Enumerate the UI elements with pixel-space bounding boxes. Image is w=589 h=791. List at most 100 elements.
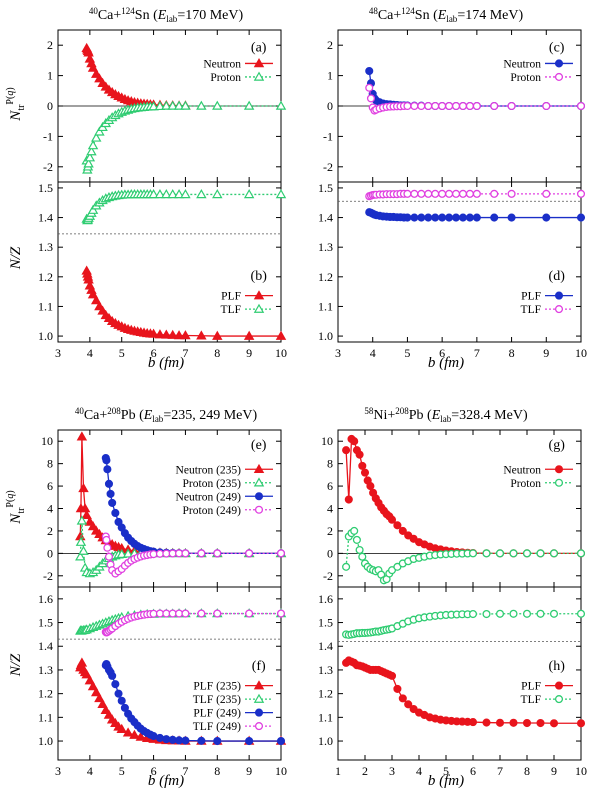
data-point (275, 330, 287, 340)
legend-marker (554, 72, 564, 81)
x-tick-label: 9 (543, 346, 549, 360)
data-point (161, 100, 172, 110)
data-point (358, 552, 367, 561)
data-point (387, 671, 397, 680)
legend-marker (554, 465, 564, 474)
title-panel-g: 58Ni+208Pb (Elab=328.4 MeV) (364, 406, 528, 424)
data-point (245, 549, 254, 558)
data-point (350, 437, 359, 446)
data-point (84, 675, 96, 685)
x-tick-label: 7 (182, 346, 188, 360)
data-point (355, 450, 364, 459)
ylabel-nz-bottom: N/Z (8, 653, 24, 677)
legend-marker (254, 722, 264, 731)
x-tick-label: 5 (443, 764, 449, 778)
x-tick-label: 6 (151, 346, 157, 360)
data-point (154, 100, 166, 111)
data-point (276, 736, 286, 746)
plot-frame (57, 586, 282, 761)
data-point (78, 482, 89, 493)
data-point (155, 733, 164, 743)
x-tick-label: 10 (275, 346, 287, 360)
panel-c: -2 -1 0 1 2 (c) Neutron Proton (323, 29, 586, 183)
data-point (403, 101, 412, 111)
data-point (472, 189, 481, 198)
legend-marker (253, 71, 265, 81)
data-point (468, 549, 478, 558)
legend-label: Neutron (235) (176, 464, 242, 476)
data-point (495, 718, 505, 727)
data-point (116, 548, 127, 559)
data-point (212, 189, 223, 199)
x-tick-label: 8 (509, 346, 515, 360)
data-point (482, 609, 491, 619)
y-tick-label: 1.5 (38, 181, 53, 195)
y-tick-label: 1.2 (318, 687, 333, 701)
data-point (197, 736, 206, 745)
x-tick-label: 4 (87, 764, 93, 778)
legend-label: Proton (249) (183, 505, 242, 517)
data-point (490, 189, 499, 198)
legend-marker (554, 681, 564, 690)
y-tick-label: 2 (47, 524, 53, 538)
data-point (495, 549, 505, 558)
x-tick-label: 7 (497, 764, 503, 778)
data-point (355, 545, 364, 555)
data-point (409, 704, 418, 714)
y-tick-label: -2 (323, 569, 333, 583)
data-point (536, 609, 545, 618)
series-g-1 (342, 526, 586, 585)
data-point (245, 736, 254, 746)
data-point (197, 549, 206, 558)
data-point (116, 723, 127, 733)
data-point (438, 101, 447, 111)
data-point (111, 680, 120, 689)
y-tick-label: 2 (327, 524, 333, 538)
y-tick-label: 1.1 (318, 710, 333, 724)
y-tick-label: 1.5 (318, 181, 333, 195)
x-tick-label: 3 (55, 346, 61, 360)
data-point (352, 535, 361, 544)
xlabel-bottom-left: b (fm) (148, 773, 184, 789)
x-tick-label: 5 (119, 346, 125, 360)
data-point (75, 551, 86, 561)
data-point (365, 83, 374, 92)
series-a-1 (81, 100, 287, 174)
data-point (472, 213, 481, 222)
data-point (243, 100, 255, 110)
data-point (196, 100, 207, 110)
series-c-1 (365, 83, 586, 115)
data-point (180, 100, 191, 110)
panel-label: (e) (251, 438, 267, 453)
data-point (404, 700, 413, 709)
data-point (472, 101, 481, 111)
data-point (509, 718, 518, 727)
y-tick-label: 0 (327, 99, 333, 113)
data-point (424, 213, 433, 222)
x-tick-label: 10 (275, 764, 287, 778)
y-tick-label: 1.0 (38, 734, 53, 748)
data-point (180, 330, 191, 340)
data-point (342, 446, 351, 455)
series-a-0 (81, 42, 191, 110)
title-panel-e: 40Ca+208Pb (Elab=235, 249 MeV) (75, 406, 258, 424)
data-point (468, 609, 478, 619)
data-point (417, 101, 426, 111)
data-point (83, 158, 94, 168)
data-point (154, 189, 166, 199)
data-point (424, 101, 433, 111)
data-point (243, 189, 255, 199)
legend-label: Proton (510, 72, 541, 84)
y-tick-label: 1.3 (38, 240, 53, 254)
data-point (344, 495, 353, 504)
legend-marker (253, 693, 265, 703)
xlabel-top-left: b (fm) (148, 355, 184, 371)
data-point (482, 718, 491, 727)
data-point (102, 456, 111, 465)
data-point (507, 101, 516, 111)
series-line (345, 437, 581, 555)
data-point (410, 189, 419, 198)
data-point (76, 657, 88, 667)
data-point (398, 526, 407, 535)
